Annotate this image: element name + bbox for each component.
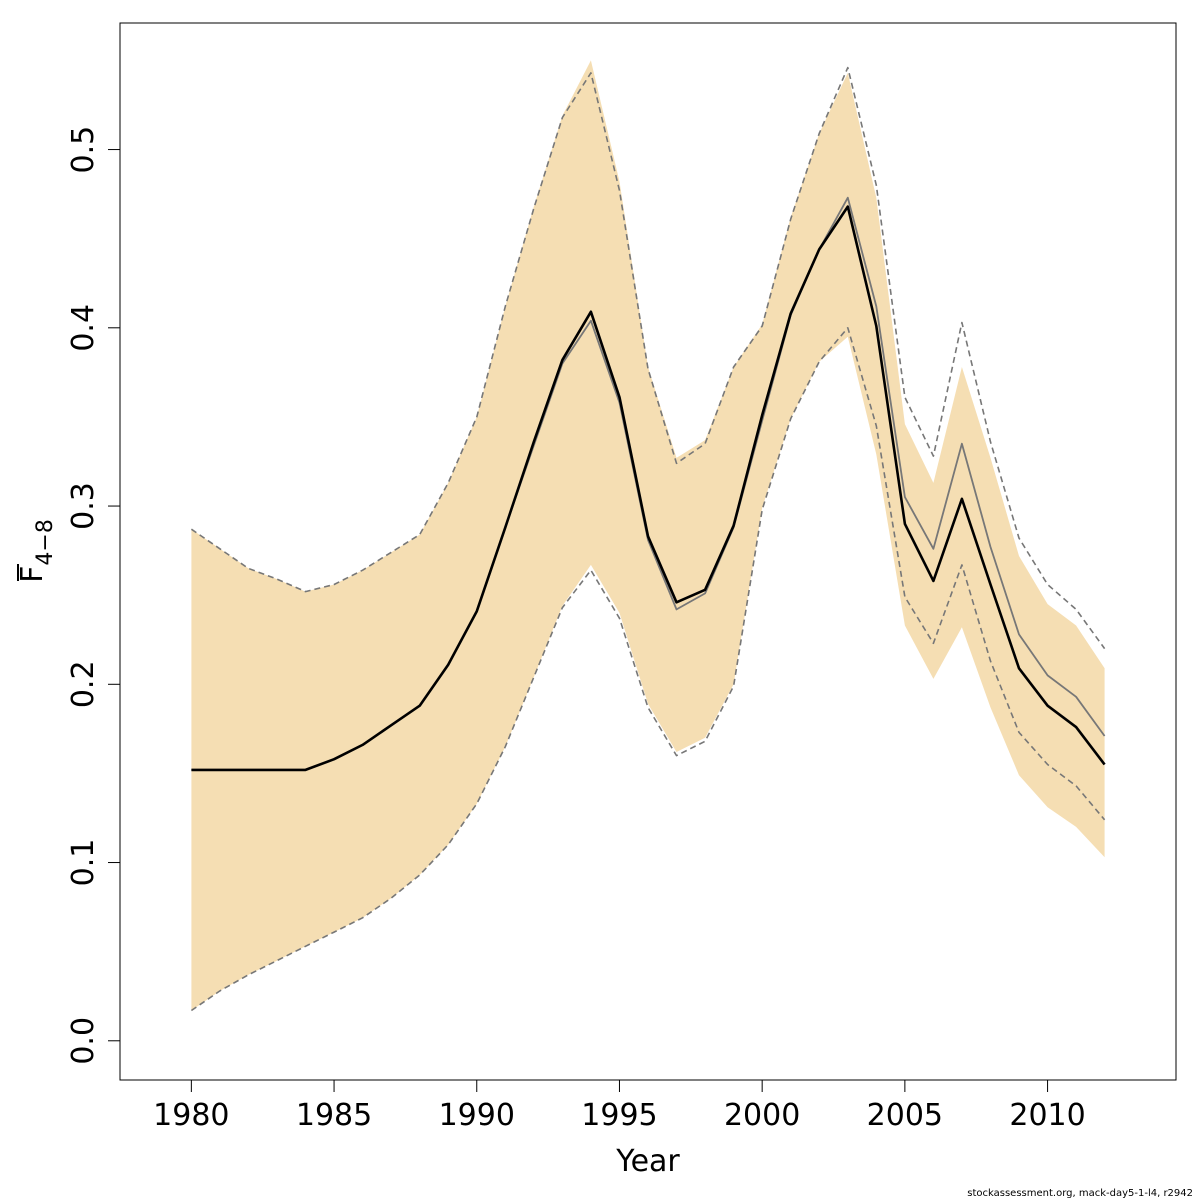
y-axis-title-main: F xyxy=(15,566,50,583)
x-tick-label: 1985 xyxy=(296,1098,372,1133)
y-axis: 0.0 0.1 0.2 0.3 0.4 0.5 xyxy=(66,126,121,1065)
estimate-line xyxy=(191,205,1106,772)
y-tick-label: 0.4 xyxy=(66,304,101,352)
y-axis-title: F4−8 xyxy=(15,519,58,583)
y-tick-label: 0.0 xyxy=(66,1017,101,1065)
x-tick-label: 1990 xyxy=(439,1098,515,1133)
series-line-layer xyxy=(190,66,1106,1012)
y-axis-title-subscript: 4−8 xyxy=(33,519,58,565)
y-tick-label: 0.1 xyxy=(66,839,101,887)
previous-lower-bound-line xyxy=(190,326,1106,1012)
x-tick-label: 2000 xyxy=(724,1098,800,1133)
x-tick-label: 1980 xyxy=(153,1098,229,1133)
x-tick-label: 2005 xyxy=(867,1098,943,1133)
previous-upper-bound-line xyxy=(190,66,1106,650)
x-axis-title: Year xyxy=(615,1144,680,1179)
svg-text:F4−8: F4−8 xyxy=(15,519,58,583)
y-tick-label: 0.2 xyxy=(66,660,101,708)
x-axis: 1980 1985 1990 1995 2000 2005 2010 xyxy=(153,1079,1086,1133)
x-tick-label: 1995 xyxy=(581,1098,657,1133)
y-tick-label: 0.5 xyxy=(66,126,101,174)
x-tick-label: 2010 xyxy=(1009,1098,1085,1133)
footer-credit: stockassessment.org, mack-day5-1-l4, r29… xyxy=(967,1188,1193,1199)
y-tick-label: 0.3 xyxy=(66,482,101,530)
